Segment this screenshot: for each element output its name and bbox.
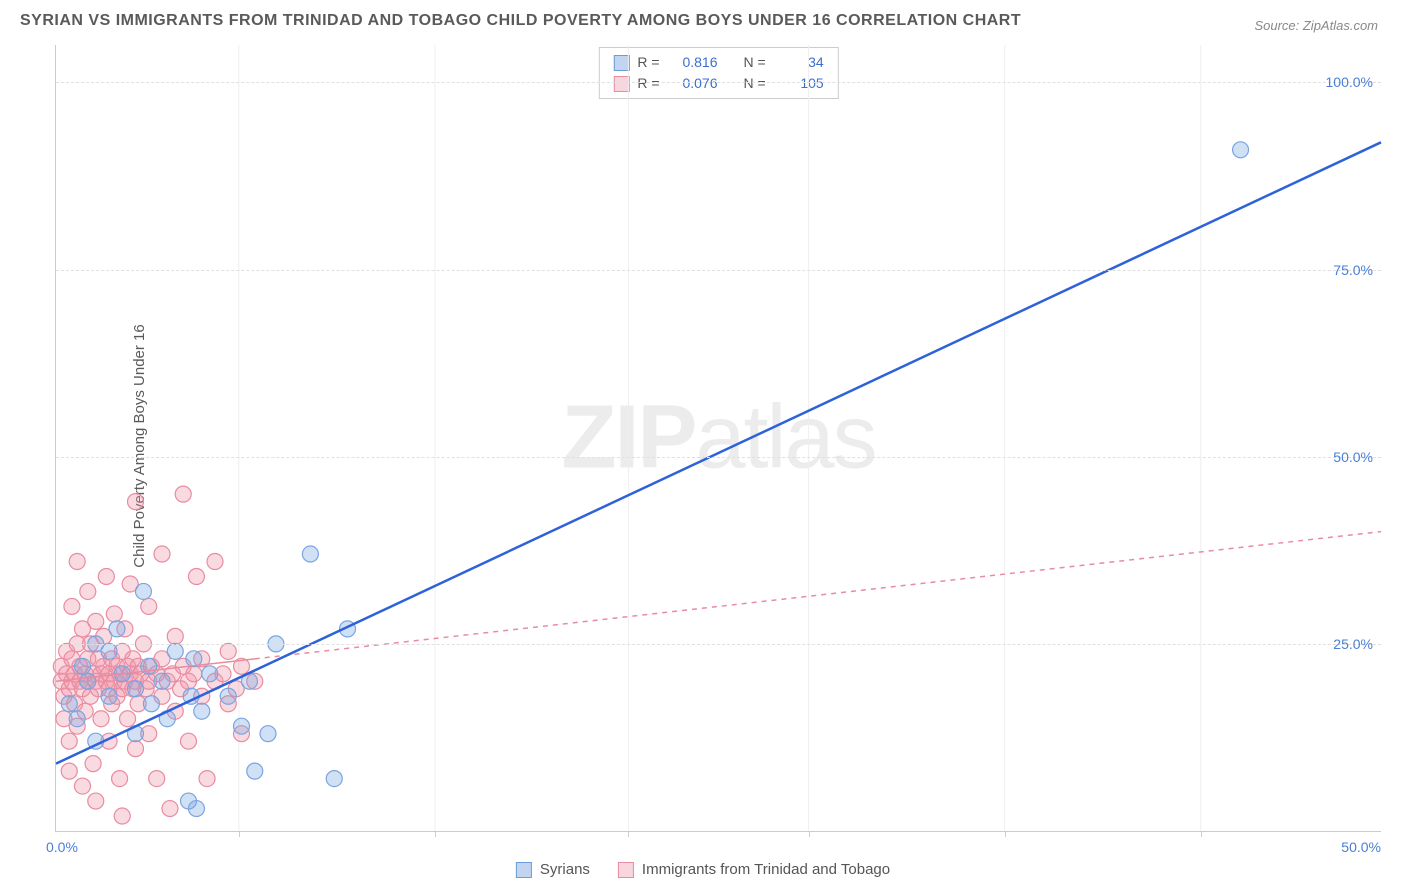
scatter-point	[128, 494, 144, 510]
scatter-point	[98, 568, 114, 584]
scatter-point	[220, 643, 236, 659]
scatter-point	[75, 778, 91, 794]
scatter-point	[141, 598, 157, 614]
scatter-point	[260, 726, 276, 742]
scatter-point	[93, 711, 109, 727]
scatter-point	[247, 763, 263, 779]
scatter-point	[154, 673, 170, 689]
scatter-point	[128, 741, 144, 757]
scatter-point	[135, 583, 151, 599]
swatch-blue-icon	[516, 862, 532, 878]
scatter-point	[69, 554, 85, 570]
scatter-point	[162, 801, 178, 817]
x-tick-mark	[1005, 831, 1006, 837]
scatter-point	[1233, 142, 1249, 158]
scatter-point	[80, 673, 96, 689]
scatter-point	[167, 643, 183, 659]
x-axis-min-label: 0.0%	[46, 839, 78, 855]
scatter-point	[234, 718, 250, 734]
scatter-point	[143, 696, 159, 712]
scatter-point	[101, 643, 117, 659]
x-tick-mark	[1201, 831, 1202, 837]
scatter-point	[326, 771, 342, 787]
grid-line-h	[56, 270, 1381, 271]
scatter-point	[149, 771, 165, 787]
x-tick-mark	[809, 831, 810, 837]
y-tick-label: 100.0%	[1326, 74, 1373, 90]
scatter-point	[61, 696, 77, 712]
scatter-point	[194, 703, 210, 719]
scatter-point	[199, 771, 215, 787]
scatter-point	[109, 621, 125, 637]
x-tick-mark	[628, 831, 629, 837]
series-legend: Syrians Immigrants from Trinidad and Tob…	[516, 861, 890, 878]
y-tick-label: 25.0%	[1333, 636, 1373, 652]
scatter-point	[88, 793, 104, 809]
y-tick-label: 75.0%	[1333, 262, 1373, 278]
scatter-point	[61, 733, 77, 749]
scatter-point	[188, 801, 204, 817]
scatter-point	[80, 583, 96, 599]
legend-label-syrians: Syrians	[540, 861, 590, 878]
scatter-point	[302, 546, 318, 562]
legend-label-trinidad: Immigrants from Trinidad and Tobago	[642, 861, 890, 878]
chart-svg	[56, 45, 1381, 831]
scatter-point	[88, 613, 104, 629]
scatter-point	[202, 666, 218, 682]
legend-item-syrians: Syrians	[516, 861, 590, 878]
grid-line-h	[56, 644, 1381, 645]
scatter-point	[167, 628, 183, 644]
plot-area: ZIPatlas R = 0.816 N = 34 R = 0.076 N = …	[55, 45, 1381, 832]
scatter-point	[175, 486, 191, 502]
legend-item-trinidad: Immigrants from Trinidad and Tobago	[618, 861, 890, 878]
grid-line-h	[56, 457, 1381, 458]
scatter-point	[61, 763, 77, 779]
grid-line-h	[56, 82, 1381, 83]
scatter-point	[220, 688, 236, 704]
scatter-point	[69, 711, 85, 727]
x-tick-mark	[239, 831, 240, 837]
chart-title: SYRIAN VS IMMIGRANTS FROM TRINIDAD AND T…	[20, 12, 1021, 30]
scatter-point	[120, 711, 136, 727]
scatter-point	[181, 733, 197, 749]
scatter-point	[85, 756, 101, 772]
scatter-point	[101, 688, 117, 704]
scatter-point	[207, 554, 223, 570]
scatter-point	[64, 598, 80, 614]
scatter-point	[114, 808, 130, 824]
y-tick-label: 50.0%	[1333, 449, 1373, 465]
regression-line-trinidad-dashed	[255, 532, 1381, 659]
scatter-point	[75, 658, 91, 674]
scatter-point	[112, 771, 128, 787]
swatch-pink-icon	[618, 862, 634, 878]
scatter-point	[154, 546, 170, 562]
scatter-point	[186, 666, 202, 682]
regression-line-syrians	[56, 142, 1381, 763]
scatter-point	[106, 606, 122, 622]
scatter-point	[128, 681, 144, 697]
source-label: Source: ZipAtlas.com	[1254, 18, 1378, 33]
x-tick-mark	[435, 831, 436, 837]
x-axis-max-label: 50.0%	[1341, 839, 1381, 855]
scatter-point	[188, 568, 204, 584]
